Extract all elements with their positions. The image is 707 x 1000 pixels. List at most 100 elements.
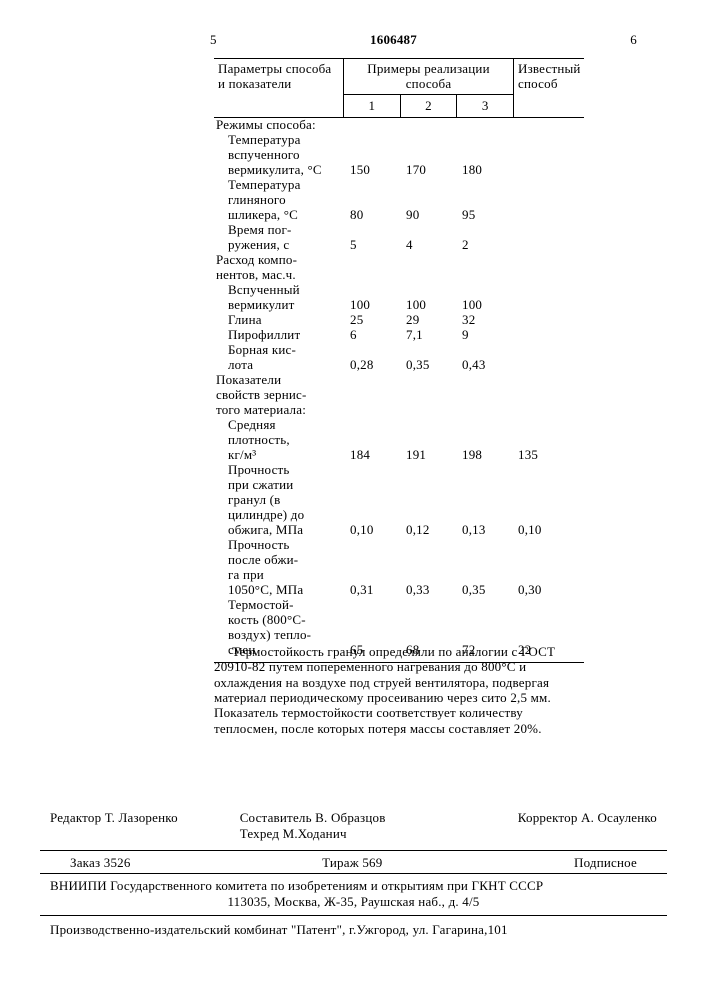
row-label: Прочность <box>216 463 344 478</box>
th-params: Параметры способа и показатели <box>214 59 344 117</box>
table-row: Температура <box>214 178 584 193</box>
vniipi-text: ВНИИПИ Государственного комитета по изоб… <box>50 878 657 894</box>
cell <box>456 283 512 298</box>
cell <box>456 493 512 508</box>
cell <box>400 193 456 208</box>
cell: 2 <box>456 238 512 253</box>
cell <box>344 118 400 133</box>
row-label: Расход компо- <box>216 252 297 267</box>
table-row: при сжатии <box>214 478 584 493</box>
table-row: Борная кис- <box>214 343 584 358</box>
cell <box>456 253 512 268</box>
cell: 80 <box>344 208 400 223</box>
row-label: свойств зернис- <box>216 387 307 402</box>
tirazh: Тираж 569 <box>322 855 382 871</box>
cell <box>512 148 568 163</box>
row-label: Борная кис- <box>216 343 344 358</box>
cell <box>456 193 512 208</box>
table-row: Термостой- <box>214 598 584 613</box>
cell <box>344 463 400 478</box>
cell: 32 <box>456 313 512 328</box>
row-label: Термостой- <box>216 598 344 613</box>
cell: 180 <box>456 163 512 178</box>
cell <box>512 418 568 433</box>
table-row: Показатели <box>214 373 584 388</box>
row-label: вспученного <box>216 148 344 163</box>
th-examples: Примеры реализации способа 1 2 3 <box>344 59 514 117</box>
cell <box>400 628 456 643</box>
vniipi-block: ВНИИПИ Государственного комитета по изоб… <box>50 878 657 909</box>
cell <box>400 343 456 358</box>
row-label: нентов, мас.ч. <box>216 267 296 282</box>
cell <box>456 538 512 553</box>
cell <box>344 148 400 163</box>
table-row: Пирофиллит67,19 <box>214 328 584 343</box>
table-row: ружения, с542 <box>214 238 584 253</box>
vniipi-addr: 113035, Москва, Ж-35, Раушская наб., д. … <box>50 894 657 910</box>
cell: 0,43 <box>456 358 512 373</box>
cell <box>344 418 400 433</box>
row-label: 1050°С, МПа <box>216 583 344 598</box>
row-label: Время пог- <box>216 223 344 238</box>
cell: 170 <box>400 163 456 178</box>
cell <box>400 133 456 148</box>
cell: 4 <box>400 238 456 253</box>
cell: 198 <box>456 448 512 463</box>
cell <box>512 193 568 208</box>
cell <box>344 223 400 238</box>
cell <box>456 613 512 628</box>
cell: 95 <box>456 208 512 223</box>
table-row: Средняя <box>214 418 584 433</box>
note-text: Термостойкость гранул определяли по анал… <box>214 644 574 736</box>
row-label: лота <box>216 358 344 373</box>
cell <box>512 598 568 613</box>
cell <box>512 553 568 568</box>
credits-row: Редактор Т. Лазоренко Составитель В. Обр… <box>50 810 657 842</box>
cell <box>456 568 512 583</box>
cell <box>456 148 512 163</box>
cell <box>512 163 568 178</box>
cell: 100 <box>400 298 456 313</box>
editor-name: Редактор Т. Лазоренко <box>50 810 240 842</box>
data-table: Параметры способа и показатели Примеры р… <box>214 58 584 663</box>
cell <box>400 118 456 133</box>
cell <box>344 433 400 448</box>
cell: 29 <box>400 313 456 328</box>
cell <box>344 538 400 553</box>
cell <box>400 253 456 268</box>
table-row: Температура <box>214 133 584 148</box>
cell <box>512 373 568 388</box>
row-label: обжига, МПа <box>216 523 344 538</box>
cell <box>456 403 512 418</box>
cell <box>512 238 568 253</box>
cell: 0,30 <box>512 583 568 598</box>
cell <box>344 133 400 148</box>
cell <box>344 343 400 358</box>
cell: 90 <box>400 208 456 223</box>
cell <box>512 208 568 223</box>
table-row: 1050°С, МПа0,310,330,350,30 <box>214 583 584 598</box>
cell: 0,33 <box>400 583 456 598</box>
cell: 25 <box>344 313 400 328</box>
cell <box>512 268 568 283</box>
row-label: Температура <box>216 178 344 193</box>
row-label: шликера, °С <box>216 208 344 223</box>
cell <box>400 433 456 448</box>
table-row: кг/м³184191198135 <box>214 448 584 463</box>
cell: 0,13 <box>456 523 512 538</box>
page-num-right: 6 <box>630 32 637 48</box>
th-col-2: 2 <box>400 95 457 117</box>
table-row: цилиндре) до <box>214 508 584 523</box>
zakaz: Заказ 3526 <box>70 855 131 871</box>
cell <box>344 628 400 643</box>
cell: 9 <box>456 328 512 343</box>
table-row: кость (800°С- <box>214 613 584 628</box>
row-label: Температура <box>216 133 344 148</box>
cell <box>512 433 568 448</box>
cell: 6 <box>344 328 400 343</box>
cell: 7,1 <box>400 328 456 343</box>
table-row: вермикулита, °С150170180 <box>214 163 584 178</box>
cell <box>344 178 400 193</box>
cell <box>400 373 456 388</box>
cell <box>512 358 568 373</box>
